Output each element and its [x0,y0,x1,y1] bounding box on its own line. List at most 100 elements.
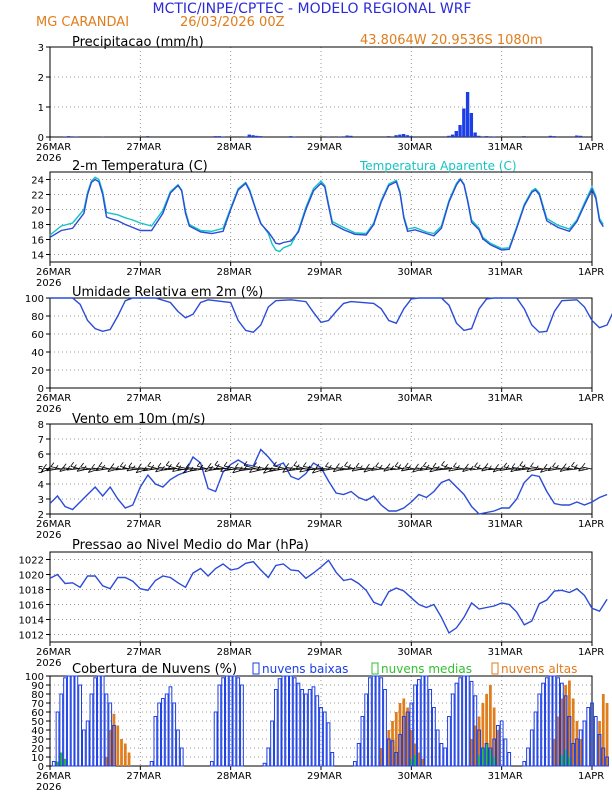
wind-barb-flag [177,465,182,470]
wind-barb [83,468,96,471]
wind-barb [186,467,201,470]
wind-barb-flag [189,466,194,472]
cloud-low-bar [371,675,376,767]
wind-speed-line [49,448,608,515]
xtick-label: 27MAR [126,771,161,782]
cloud-low-bar [281,675,286,767]
wind-barb-flag [285,463,290,468]
cloud-low-bar [112,725,116,767]
wind-barb-flag [419,466,423,471]
ytick-label: 1014 [19,616,44,627]
legend-label: nuvens medias [381,662,472,676]
panel-rh: 0 20 40 60 80 100 26MAR 27MAR 28MAR 29MAR 30MAR 31M… [25,285,612,415]
wind-barb [510,468,521,473]
cloud-low-bar [168,686,173,767]
panel-title-rh: Umidade Relativa em 2m (%) [72,285,263,300]
wind-barb [40,468,51,473]
ytick-label: 60 [31,708,44,719]
wind-barb-flag [80,462,84,468]
cloud-low-bar [450,693,455,767]
wind-barb-flag [397,464,402,469]
cloud-low-bar [526,747,530,767]
cloud-low-bar [149,761,154,767]
xtick-label: 29MAR [307,647,342,658]
precip-bar [386,136,391,137]
wind-barb [98,465,111,470]
precip-bar [492,136,496,137]
cloud-high-bar [470,739,473,766]
wind-barb-flag [176,462,180,467]
ytick-label: 5 [38,465,44,476]
panel-title-temp: 2-m Temperatura (C) [72,159,208,174]
xtick-label: 26MAR [36,267,71,278]
cloud-low-bar [97,675,101,767]
cloud-low-bar [454,682,459,767]
cloud-low-bar [304,693,308,767]
cloud-mid-bar [59,752,63,766]
precip-bar [469,113,474,137]
wind-barb-flag [404,462,409,468]
cloud-low-bar [104,693,109,767]
wind-barb-flag [456,465,460,470]
cloud-high-bar [402,698,406,766]
wind-barb-flag [481,466,485,472]
xtick-label: 31MAR [488,519,523,530]
xtick-label: 29MAR [307,267,342,278]
wind-barb-flag [76,467,81,472]
cloud-high-bar [564,685,568,766]
cloud-low-bar [161,698,165,767]
cloud-mid-bar [564,749,568,766]
wind-barb-flag [157,462,162,468]
cloud-low-bar [375,675,380,767]
xtick-label: 26MAR [36,142,71,153]
wind-barb-flag [82,465,87,470]
cloud-high-bar [105,757,108,766]
wind-barb-flag [339,465,344,471]
cloud-low-bar [420,675,425,767]
cloud-high-bar [492,707,496,766]
wind-barb-flag [336,463,340,468]
cloud-mid-bar [481,748,485,766]
cloud-high-bar [473,725,477,766]
wind-barb-flag [562,463,567,468]
cloud-low-bar [164,693,169,767]
wind-barb-flag [412,467,416,473]
cloud-low-bar [560,682,564,767]
cloud-low-bar [582,720,587,767]
wind-barb-flag [540,468,544,473]
xtick-label: 31MAR [488,647,523,658]
cloud-low-bar [277,678,282,767]
wind-barb-flag [425,464,430,470]
xtick-label: 27MAR [126,393,161,404]
wind-barb [209,468,224,471]
cloud-low-bar [383,689,387,767]
header-station: MG CARANDAI [36,15,129,30]
wind-barb-flag [223,461,228,467]
ytick-label: 20 [31,744,44,755]
panel-title-clouds: Cobertura de Nuvens (%) [72,662,237,677]
precip-bar [243,136,248,137]
wind-barb [336,467,348,470]
cloud-low-bar [480,747,485,767]
cloud-low-bar [469,680,474,767]
precip-bar [462,108,466,137]
header-run: 26/03/2026 00Z [180,15,285,30]
cloud-low-bar [352,761,357,767]
wind-barb-flag [214,460,219,466]
xtick-label: 31MAR [488,267,523,278]
ytick-label: 50 [31,717,44,728]
cloud-mid-bar [488,749,492,766]
cloud-low-bar [240,684,244,767]
panel-title-precip: Precipitacao (mm/h) [72,35,204,50]
precip-bar [484,136,489,137]
precip-bar [213,136,218,137]
wind-barb-flag [315,463,320,469]
wind-barb [197,465,209,470]
plot-frame [49,171,593,263]
wind-barb-flag [119,462,124,467]
wind-barb-flag [165,460,170,466]
cloud-low-bar [236,677,241,767]
cloud-high-bar [421,758,425,766]
cloud-low-bar [465,675,470,767]
cloud-high-bar [481,703,485,766]
